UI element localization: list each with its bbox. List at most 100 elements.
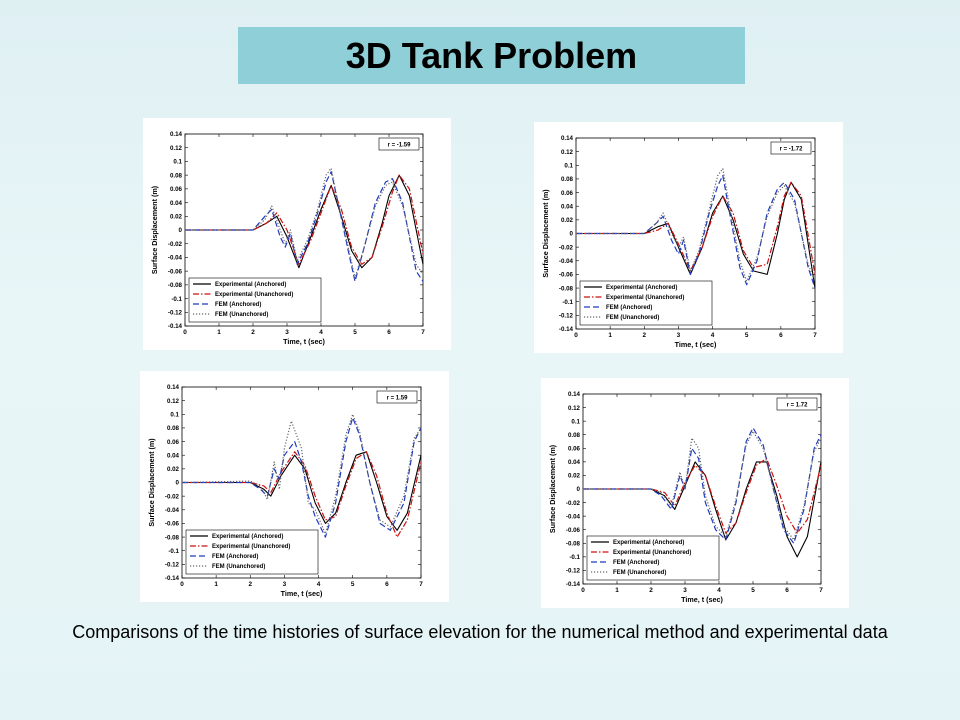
legend-entry-2: Experimental (Unanchored) — [215, 292, 293, 298]
y-tick-label: 0.06 — [170, 186, 183, 193]
x-tick-label: 1 — [615, 587, 619, 594]
y-tick-label: -0.08 — [165, 534, 180, 541]
legend-entry-1: Experimental (Anchored) — [212, 534, 283, 540]
chart-panel-2: 0.14 0.12 0.1 0.08 0.06 0.04 0.02 0 -0.02 -0.04 -0… — [534, 122, 843, 353]
series-line-3 — [576, 174, 816, 289]
y-tick-label: -0.1 — [168, 548, 179, 555]
y-tick-label: -0.08 — [559, 285, 574, 292]
r-label-box — [776, 397, 818, 411]
legend-entry-4: FEM (Unanchored) — [606, 315, 659, 321]
r-label: r = -1.59 — [388, 143, 412, 149]
y-tick-label: 0.1 — [170, 411, 179, 418]
r-label: r = 1.59 — [387, 396, 409, 402]
y-tick-label: -0.02 — [168, 241, 183, 248]
x-tick-label: 6 — [779, 332, 783, 339]
legend-entry-4: FEM (Unanchored) — [212, 564, 265, 570]
legend-entry-3: FEM (Anchored) — [606, 305, 652, 311]
y-tick-label: -0.14 — [559, 326, 574, 333]
y-tick-label: -0.04 — [559, 258, 574, 265]
series-line-1 — [583, 461, 822, 558]
y-tick-label: -0.06 — [165, 521, 180, 528]
x-tick-label: 2 — [649, 587, 653, 594]
legend-entry-2: Experimental (Unanchored) — [613, 550, 691, 556]
y-tick-label: 0.06 — [561, 190, 574, 197]
x-tick-label: 4 — [317, 581, 321, 588]
y-tick-label: 0.12 — [568, 405, 581, 412]
y-tick-label: 0.06 — [568, 445, 581, 452]
y-tick-label: 0.02 — [170, 213, 183, 220]
series-line-4 — [185, 167, 424, 279]
x-tick-label: 1 — [214, 581, 218, 588]
chart-panel-4: 0.14 0.12 0.1 0.08 0.06 0.04 0.02 0 -0.02 -0.04 -0… — [541, 378, 849, 608]
x-tick-label: 3 — [283, 581, 287, 588]
chart-2: 0.14 0.12 0.1 0.08 0.06 0.04 0.02 0 -0.02 -0.04 -0… — [541, 135, 817, 349]
y-tick-label: -0.08 — [566, 540, 581, 547]
y-tick-label: 0.12 — [170, 145, 183, 152]
y-tick-label: 0.08 — [167, 425, 180, 432]
y-axis-label: Surface Displacement (m) — [548, 444, 557, 533]
y-tick-label: -0.1 — [562, 299, 573, 306]
y-tick-label: -0.14 — [566, 581, 581, 588]
figure-caption: Comparisons of the time histories of sur… — [72, 622, 888, 642]
y-tick-label: -0.02 — [165, 493, 180, 500]
legend-box — [586, 535, 720, 581]
legend-box — [579, 280, 713, 326]
series-line-3 — [185, 171, 424, 282]
x-tick-label: 2 — [643, 332, 647, 339]
y-tick-label: 0.1 — [564, 162, 573, 169]
legend-entry-3: FEM (Anchored) — [613, 560, 659, 566]
y-tick-label: 0.04 — [167, 452, 180, 459]
x-tick-label: 7 — [813, 332, 817, 339]
y-tick-label: -0.08 — [168, 282, 183, 289]
legend-box — [185, 529, 319, 575]
y-tick-label: 0.06 — [167, 439, 180, 446]
legend-entry-1: Experimental (Anchored) — [606, 285, 677, 291]
x-tick-label: 2 — [251, 329, 255, 336]
y-tick-label: -0.02 — [566, 500, 581, 507]
x-tick-label: 1 — [217, 329, 221, 336]
slide-title: 3D Tank Problem — [345, 34, 638, 76]
x-tick-label: 5 — [351, 581, 355, 588]
y-tick-label: 0 — [570, 231, 574, 238]
x-tick-label: 6 — [387, 329, 391, 336]
chart-4: 0.14 0.12 0.1 0.08 0.06 0.04 0.02 0 -0.02 -0.04 -0… — [548, 391, 823, 604]
y-tick-label: 0.02 — [568, 473, 581, 480]
y-tick-label: 0.04 — [170, 200, 183, 207]
x-axis-label: Time, t (sec) — [283, 337, 325, 346]
x-tick-label: 0 — [581, 587, 585, 594]
x-tick-label: 5 — [745, 332, 749, 339]
legend-entry-1: Experimental (Anchored) — [215, 282, 286, 288]
x-tick-label: 7 — [819, 587, 823, 594]
y-tick-label: -0.1 — [171, 296, 182, 303]
y-tick-label: -0.04 — [566, 513, 581, 520]
x-tick-label: 3 — [683, 587, 687, 594]
y-tick-label: -0.14 — [168, 323, 183, 330]
x-tick-label: 1 — [608, 332, 612, 339]
series-line-4 — [583, 430, 822, 541]
y-tick-label: -0.12 — [566, 568, 581, 575]
y-tick-label: 0 — [179, 227, 183, 234]
y-tick-label: -0.12 — [559, 313, 574, 320]
y-axis-label: Surface Displacement (m) — [541, 189, 550, 278]
y-tick-label: -0.02 — [559, 244, 574, 251]
y-tick-label: -0.04 — [165, 507, 180, 514]
legend-entry-3: FEM (Anchored) — [215, 302, 261, 308]
x-tick-label: 5 — [751, 587, 755, 594]
series-line-3 — [182, 417, 422, 538]
y-tick-label: 0.12 — [561, 149, 574, 156]
x-tick-label: 0 — [183, 329, 187, 336]
x-tick-label: 6 — [785, 587, 789, 594]
x-tick-label: 4 — [717, 587, 721, 594]
y-tick-label: 0.14 — [167, 384, 180, 391]
r-label: r = 1.72 — [787, 403, 809, 409]
legend-entry-2: Experimental (Unanchored) — [212, 544, 290, 550]
legend-entry-4: FEM (Unanchored) — [613, 570, 666, 576]
series-line-4 — [181, 413, 422, 535]
legend-entry-1: Experimental (Anchored) — [613, 540, 684, 546]
x-axis-label: Time, t (sec) — [681, 595, 723, 604]
y-tick-label: 0.12 — [167, 398, 180, 405]
y-tick-label: -0.06 — [566, 527, 581, 534]
x-tick-label: 4 — [711, 332, 715, 339]
y-tick-label: 0 — [577, 486, 581, 493]
legend-entry-4: FEM (Unanchored) — [215, 312, 268, 318]
